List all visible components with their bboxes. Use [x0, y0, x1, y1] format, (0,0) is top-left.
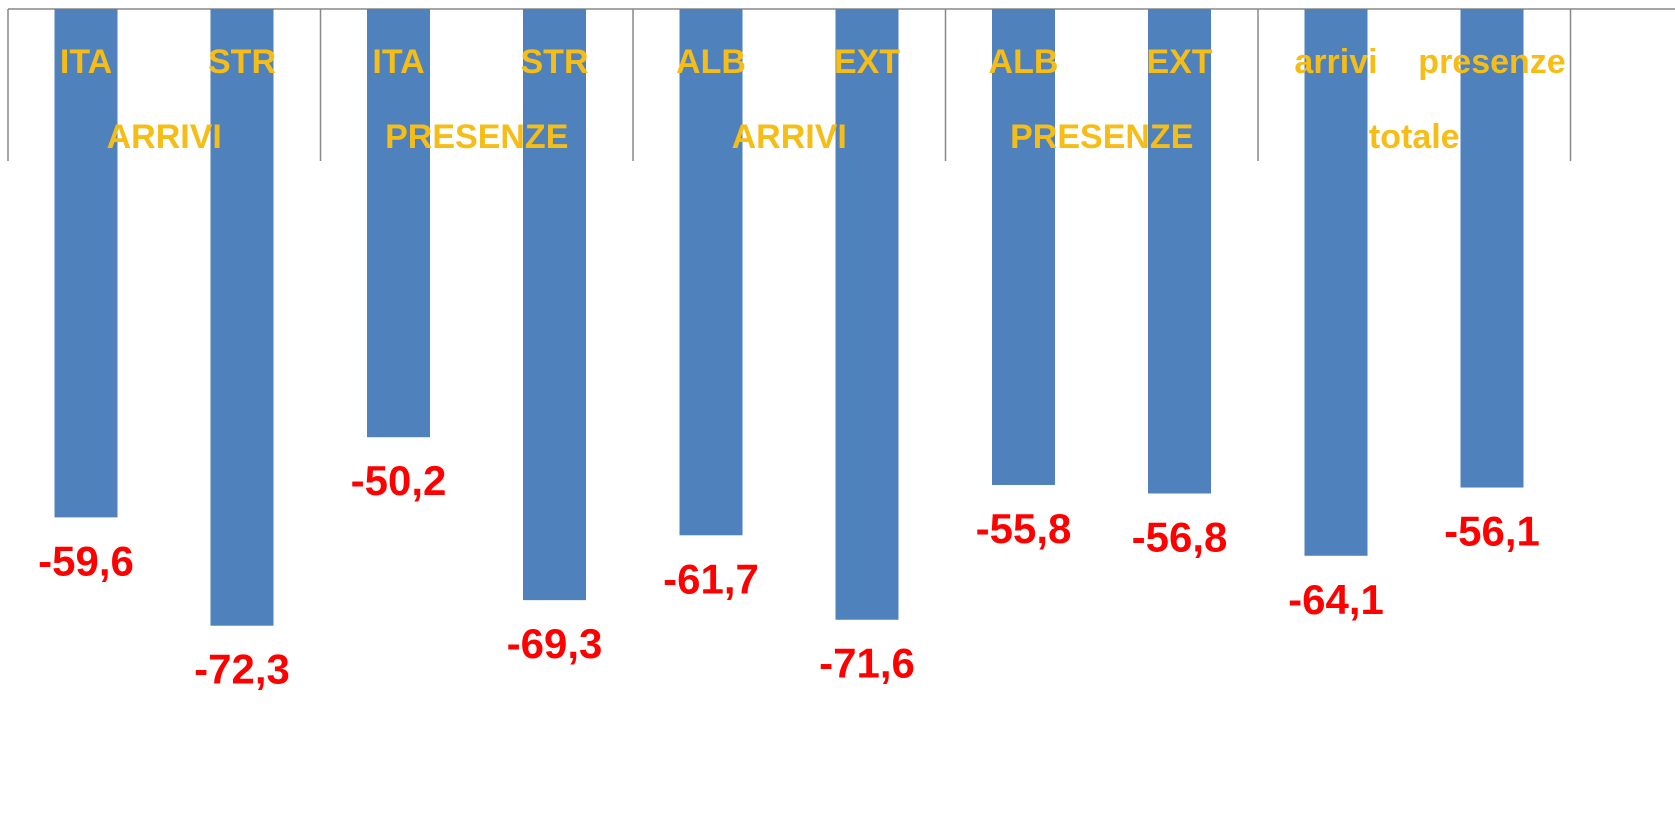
group-tick-label: totale: [1369, 118, 1460, 156]
category-tick-label: arrivi: [1294, 43, 1377, 81]
category-tick-label: presenze: [1418, 43, 1565, 81]
bar: [992, 9, 1055, 485]
data-label: -56,8: [1132, 514, 1228, 561]
category-tick-label: ALB: [676, 43, 746, 81]
category-tick-label: ITA: [60, 43, 112, 81]
data-label: -56,1: [1444, 508, 1540, 555]
category-tick-label: STR: [208, 43, 276, 81]
data-label: -72,3: [194, 646, 290, 693]
bar: [835, 9, 899, 620]
labels: -59,6 -72,3 -50,2 -69,3 -61,7 -71,6 -55,8 -56,8…: [38, 43, 1566, 693]
data-label: -55,8: [976, 505, 1072, 552]
bar: [1460, 9, 1524, 488]
data-label: -64,1: [1288, 576, 1384, 623]
data-label: -59,6: [38, 537, 134, 584]
data-label: -71,6: [819, 640, 915, 687]
bar: [210, 9, 274, 626]
bar: [54, 9, 118, 518]
group-tick-label: PRESENZE: [385, 118, 568, 156]
bars: [54, 9, 1524, 626]
group-tick-label: ARRIVI: [732, 118, 847, 156]
data-label: -50,2: [351, 457, 447, 504]
category-tick-label: ALB: [989, 43, 1059, 81]
bar: [1148, 9, 1211, 494]
category-tick-label: STR: [521, 43, 589, 81]
bar: [679, 9, 743, 536]
bar: [523, 9, 586, 601]
data-label: -61,7: [663, 555, 759, 602]
data-label: -69,3: [507, 620, 603, 667]
group-tick-label: ARRIVI: [107, 118, 222, 156]
category-tick-label: ITA: [372, 43, 424, 81]
group-tick-label: PRESENZE: [1010, 118, 1193, 156]
bar: [367, 9, 430, 438]
bar: [1304, 9, 1368, 556]
category-tick-label: EXT: [834, 43, 900, 81]
category-tick-label: EXT: [1146, 43, 1212, 81]
